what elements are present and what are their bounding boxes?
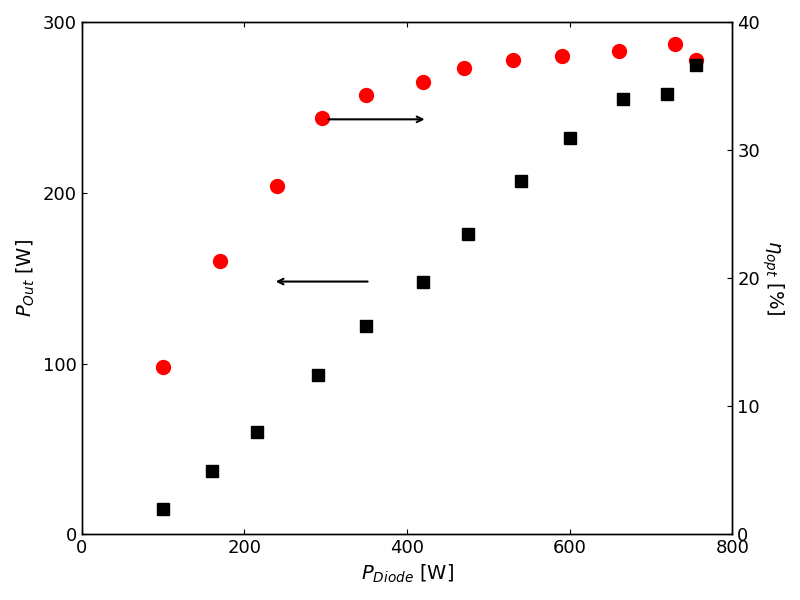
Y-axis label: $P_{Out}$ [W]: $P_{Out}$ [W] <box>15 239 38 317</box>
Y-axis label: $\eta_{opt}$ [%]: $\eta_{opt}$ [%] <box>759 241 785 316</box>
X-axis label: $P_{Diode}$ [W]: $P_{Diode}$ [W] <box>361 563 454 585</box>
